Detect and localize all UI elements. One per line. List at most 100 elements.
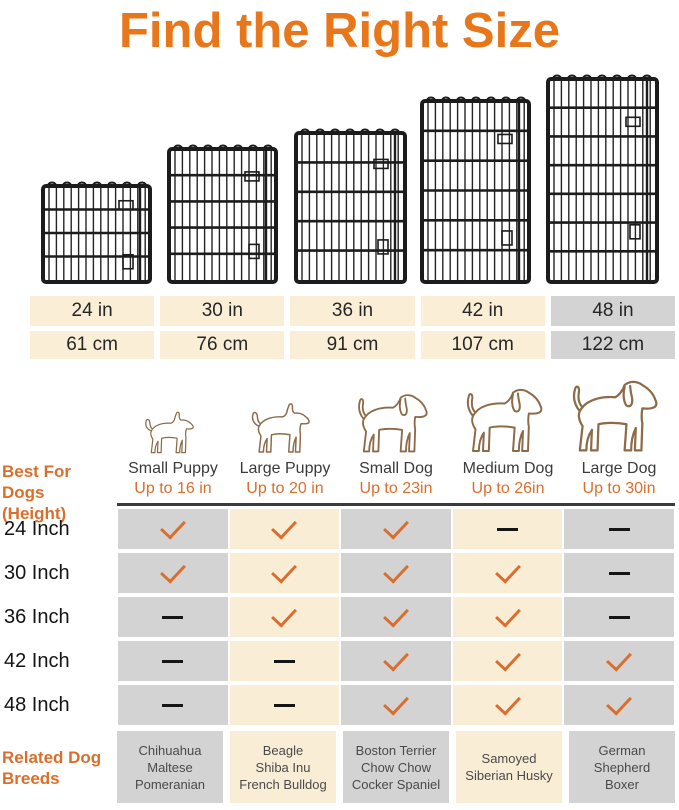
- related-dog-breeds-label: Related Dog Breeds: [2, 747, 116, 789]
- dash-icon: [158, 602, 188, 632]
- size-cell-inches-5-highlighted: 48 in: [550, 296, 676, 326]
- check-icon: [604, 690, 634, 720]
- dog-height-label: Up to 23in: [359, 480, 433, 497]
- size-cell-inches-2: 30 in: [160, 296, 285, 326]
- row-label: 48 Inch: [4, 693, 70, 716]
- dog-height-label: Up to 30in: [582, 480, 656, 497]
- dog-type-label: Small Dog: [359, 460, 433, 477]
- size-cell-inches-3: 36 in: [290, 296, 415, 326]
- breeds-cell: German Shepherd Boxer: [569, 731, 675, 803]
- check-icon: [381, 602, 411, 632]
- size-cell-inches-4: 42 in: [420, 296, 545, 326]
- matrix-cell: [564, 509, 674, 549]
- matrix-cell: [341, 685, 451, 725]
- matrix-row-42-inch: 42 Inch: [0, 641, 679, 681]
- dog-height-label: Up to 26in: [471, 480, 545, 497]
- best-for-dogs-label-line2: (Height): [2, 504, 67, 523]
- matrix-row-36-inch: 36 Inch: [0, 597, 679, 637]
- matrix-row-30-inch: 30 Inch: [0, 553, 679, 593]
- size-cell-inches-1: 24 in: [30, 296, 155, 326]
- matrix-cell: [452, 553, 563, 593]
- matrix-row-24-inch: 24 Inch: [0, 509, 679, 549]
- dash-icon: [269, 690, 299, 720]
- matrix-cell: [452, 641, 563, 681]
- large-puppy-outline-icon: [229, 360, 341, 456]
- dash-icon: [493, 514, 523, 544]
- matrix-cell: [229, 553, 340, 593]
- breeds-cell: Chihuahua Maltese Pomeranian: [117, 731, 223, 803]
- check-icon: [381, 646, 411, 676]
- check-icon: [269, 558, 299, 588]
- matrix-cell: [452, 597, 563, 637]
- related-dog-breeds-label-line2: Breeds: [2, 769, 60, 788]
- wire-panel-42in-icon: [419, 92, 532, 290]
- check-icon: [381, 558, 411, 588]
- matrix-cell: [341, 553, 451, 593]
- dog-type-label: Small Puppy: [128, 460, 218, 477]
- best-for-dogs-label: Best For Dogs (Height): [2, 461, 116, 524]
- matrix-cell: [564, 597, 674, 637]
- matrix-cell: [341, 641, 451, 681]
- check-icon: [158, 514, 188, 544]
- check-icon: [604, 646, 634, 676]
- check-icon: [269, 602, 299, 632]
- size-cell-cm-3: 91 cm: [290, 331, 415, 359]
- dash-icon: [269, 646, 299, 676]
- row-label: 30 Inch: [4, 561, 70, 584]
- small-dog-outline-icon: [340, 360, 452, 456]
- check-icon: [158, 558, 188, 588]
- wire-panel-36in-icon: [293, 124, 408, 290]
- size-cell-cm-5-highlighted: 122 cm: [550, 331, 676, 359]
- check-icon: [381, 690, 411, 720]
- matrix-cell: [118, 597, 228, 637]
- matrix-cell: [564, 641, 674, 681]
- matrix-cell: [452, 685, 563, 725]
- dog-column-small-puppy: Small Puppy Up to 16 in: [117, 360, 229, 499]
- check-icon: [493, 646, 523, 676]
- matrix-cell: [341, 597, 451, 637]
- matrix-cell: [564, 685, 674, 725]
- best-for-dogs-label-line1: Best For Dogs: [2, 462, 71, 502]
- matrix-cell: [118, 553, 228, 593]
- check-icon: [269, 514, 299, 544]
- wire-panel-48in-icon: [545, 70, 660, 290]
- size-cell-cm-2: 76 cm: [160, 331, 285, 359]
- dash-icon: [158, 646, 188, 676]
- dog-type-label: Medium Dog: [462, 460, 554, 477]
- matrix-cell: [229, 509, 340, 549]
- size-cell-cm-1: 61 cm: [30, 331, 155, 359]
- breeds-cell: Boston Terrier Chow Chow Cocker Spaniel: [343, 731, 449, 803]
- dog-column-large-puppy: Large Puppy Up to 20 in: [229, 360, 341, 499]
- breeds-cell: Samoyed Siberian Husky: [456, 731, 562, 803]
- matrix-cell: [452, 509, 563, 549]
- matrix-cell: [341, 509, 451, 549]
- large-dog-outline-icon: [563, 360, 675, 456]
- dash-icon: [604, 558, 634, 588]
- dog-type-label: Large Dog: [581, 460, 657, 477]
- medium-dog-outline-icon: [452, 360, 564, 456]
- wire-panel-30in-icon: [166, 140, 279, 290]
- row-label: 36 Inch: [4, 605, 70, 628]
- matrix-cell: [229, 597, 340, 637]
- size-row-cm: 61 cm 76 cm 91 cm 107 cm 122 cm: [30, 331, 676, 359]
- breeds-row: Chihuahua Maltese Pomeranian Beagle Shib…: [117, 731, 675, 803]
- matrix-cell: [118, 685, 228, 725]
- check-icon: [493, 690, 523, 720]
- dog-height-label: Up to 16 in: [134, 480, 212, 497]
- comparison-table-top-border: [117, 503, 675, 506]
- matrix-cell: [118, 509, 228, 549]
- row-label: 24 Inch: [4, 517, 70, 540]
- matrix-row-48-inch: 48 Inch: [0, 685, 679, 725]
- dash-icon: [158, 690, 188, 720]
- small-puppy-outline-icon: [117, 360, 229, 456]
- check-icon: [381, 514, 411, 544]
- dog-column-medium-dog: Medium Dog Up to 26in: [452, 360, 564, 499]
- dash-icon: [604, 514, 634, 544]
- check-icon: [493, 558, 523, 588]
- dog-height-label: Up to 20 in: [246, 480, 324, 497]
- matrix-cell: [564, 553, 674, 593]
- check-icon: [493, 602, 523, 632]
- matrix-cell: [118, 641, 228, 681]
- size-row-inches: 24 in 30 in 36 in 42 in 48 in: [30, 296, 676, 326]
